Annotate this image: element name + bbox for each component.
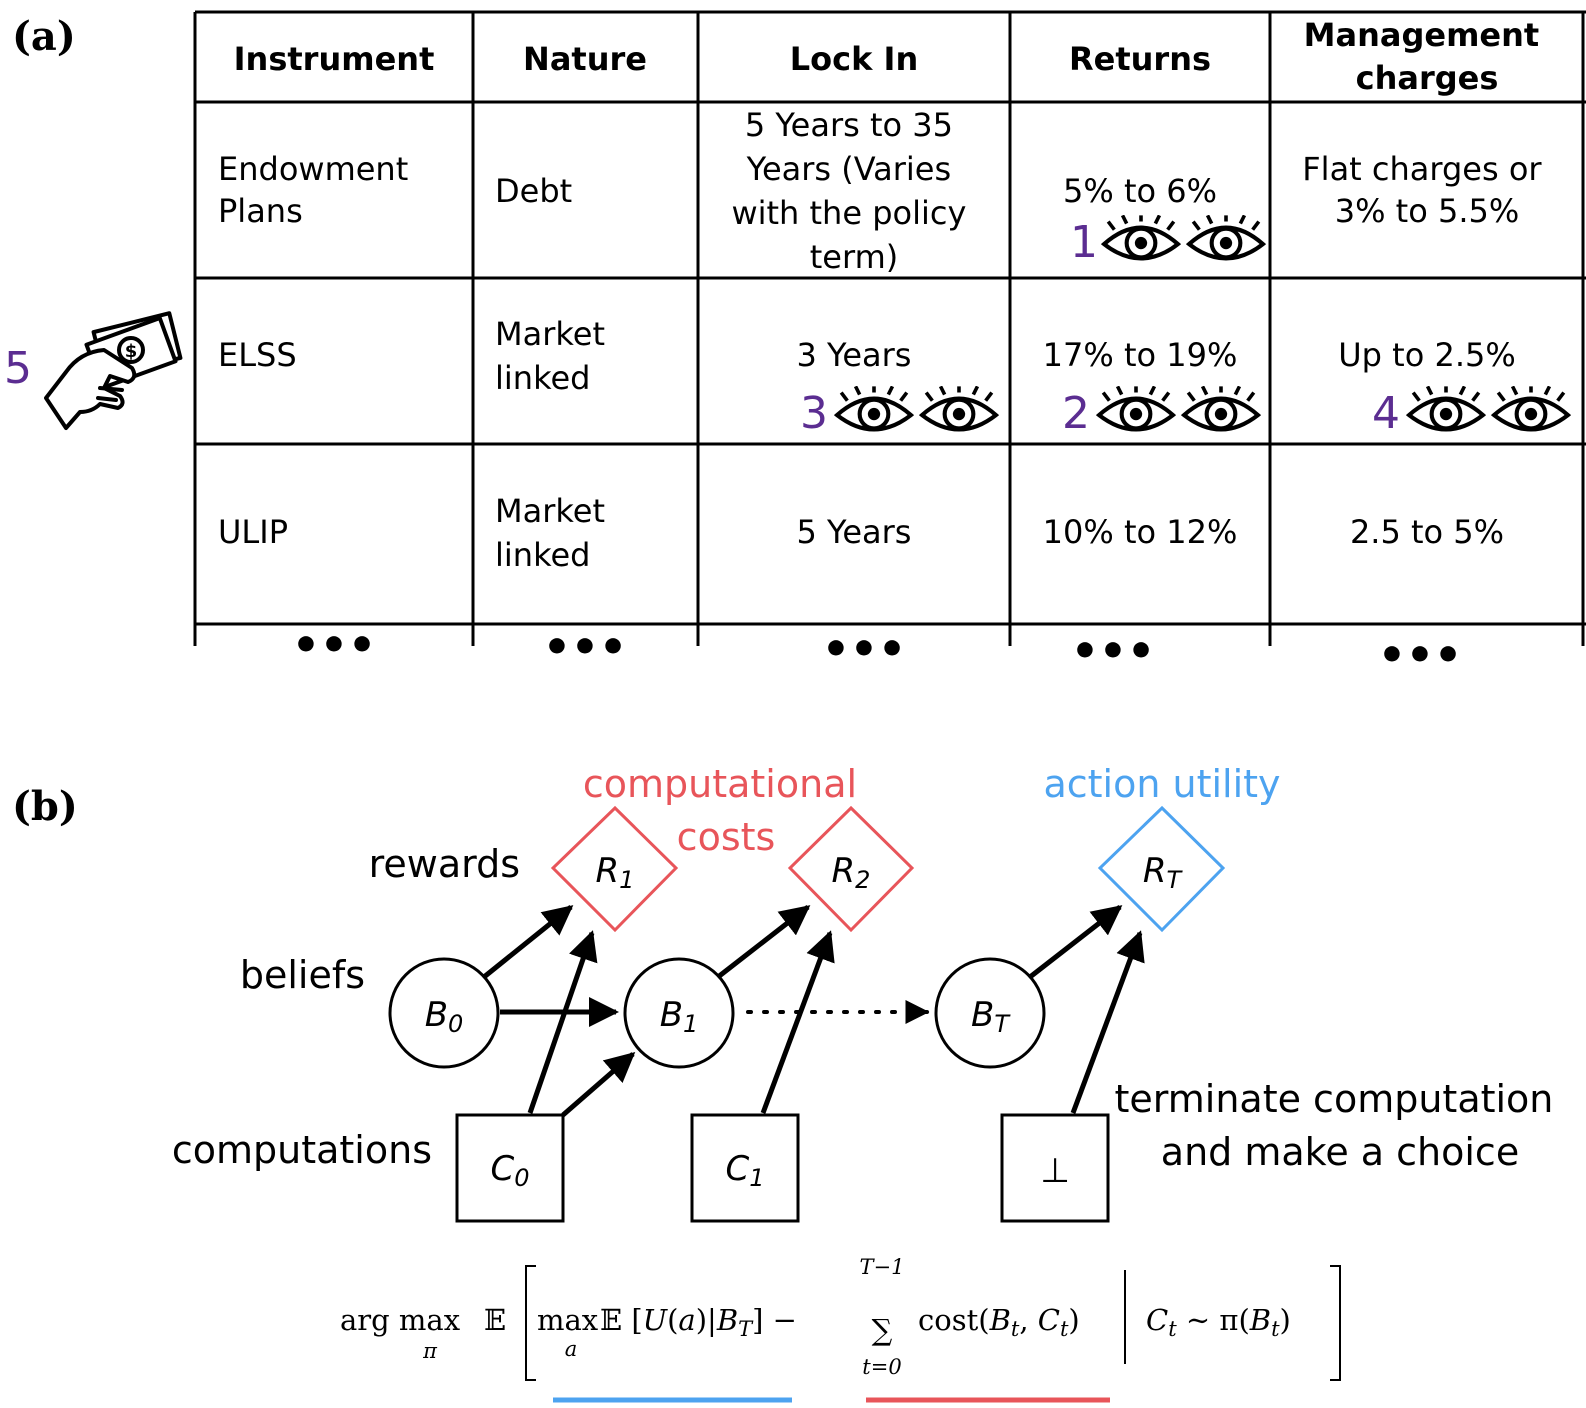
eyes-icon-1 — [1104, 215, 1263, 258]
continuation-dots-5: ••• — [1378, 630, 1462, 681]
svg-text:$: $ — [125, 341, 138, 362]
row3-returns: 10% to 12% — [1043, 513, 1238, 551]
arrow-b0-r1 — [482, 905, 574, 979]
computation-node-c0 — [455, 1113, 565, 1223]
row3-lock-in: 5 Years — [797, 513, 912, 551]
node-label-rt: RT — [1143, 851, 1184, 894]
belief-node-b0 — [388, 957, 500, 1069]
arrow-c1-r2 — [760, 930, 835, 1114]
arrow-stop-rt — [1070, 930, 1145, 1114]
hand-money-icon: $ — [44, 311, 183, 430]
formula-bracket-left — [525, 1265, 536, 1381]
formula-cost-term: cost(Bt, Ct) — [918, 1303, 1080, 1341]
terminate-label: terminate computation and make a choice — [1115, 1077, 1566, 1174]
computational-costs-label: computational costs — [583, 762, 869, 859]
arrow-c0-r1 — [527, 930, 598, 1114]
node-label-c0: C0 — [490, 1149, 529, 1192]
row2-lock-in: 3 Years — [797, 336, 912, 374]
continuation-dots-2: ••• — [543, 622, 627, 673]
belief-node-bt — [934, 957, 1046, 1069]
node-label-c1: C1 — [725, 1149, 764, 1192]
gaze-order-3: 3 — [800, 388, 828, 439]
panel-a-label: (a) — [12, 13, 76, 60]
rewards-label: rewards — [369, 842, 520, 886]
gaze-order-5: 5 — [4, 343, 32, 394]
row1-instrument: Endowment Plans — [218, 150, 408, 230]
eyes-icon-2 — [1099, 386, 1258, 429]
node-label-bt: BT — [971, 995, 1011, 1038]
continuation-dots-3: ••• — [822, 624, 906, 675]
node-label-r1: R1 — [596, 851, 635, 894]
continuation-dots-4: ••• — [1071, 626, 1155, 677]
computation-node-stop — [1000, 1113, 1110, 1223]
computation-node-c1 — [690, 1113, 800, 1223]
instrument-table — [193, 10, 1586, 646]
header-management-charges: Management charges — [1304, 16, 1551, 97]
row1-charges: Flat charges or 3% to 5.5% — [1302, 150, 1551, 230]
formula-argmax: arg max — [340, 1303, 460, 1337]
header-nature: Nature — [523, 40, 647, 78]
reward-node-r1 — [550, 805, 679, 933]
row1-nature: Debt — [495, 172, 572, 210]
gaze-order-4: 4 — [1372, 388, 1400, 439]
row3-nature: Market linked — [495, 492, 605, 574]
gaze-order-1: 1 — [1070, 217, 1098, 268]
header-lock-in: Lock In — [790, 40, 918, 78]
row2-instrument: ELSS — [218, 336, 297, 374]
formula-sum: ∑ — [872, 1313, 893, 1347]
reward-node-rt — [1097, 805, 1226, 933]
node-label-r2: R2 — [832, 851, 871, 894]
action-utility-label: action utility — [1043, 762, 1280, 806]
arrow-bt-rt — [1028, 905, 1123, 979]
row2-nature: Market linked — [495, 315, 605, 397]
continuation-dots-1: ••• — [292, 620, 376, 671]
panel-b-label: (b) — [12, 783, 78, 830]
row2-returns: 17% to 19% — [1043, 336, 1238, 374]
header-management-charges-line2: charges — [1356, 59, 1499, 97]
computations-label: computations — [172, 1128, 432, 1172]
row3-charges: 2.5 to 5% — [1350, 513, 1504, 551]
formula-sum-upper: T−1 — [860, 1255, 905, 1279]
formula-a-sub: a — [565, 1337, 578, 1361]
beliefs-label: beliefs — [240, 953, 365, 997]
formula-max: max — [537, 1303, 598, 1337]
node-label-b1: B1 — [660, 995, 699, 1038]
formula-pi-sub: π — [422, 1339, 438, 1363]
arrow-b1-r2 — [716, 905, 811, 979]
formula-expect: 𝔼 — [484, 1303, 506, 1337]
node-label-b0: B0 — [425, 995, 464, 1038]
reward-node-r2 — [787, 805, 915, 933]
header-management-charges-line1: Management — [1304, 16, 1540, 54]
gaze-order-2: 2 — [1062, 388, 1090, 439]
row3-instrument: ULIP — [218, 513, 288, 551]
eyes-icon-3 — [837, 386, 996, 429]
header-instrument: Instrument — [234, 40, 435, 78]
diagram-arrows — [482, 905, 1145, 1117]
row1-lock-in: 5 Years to 35 Years (Varies with the pol… — [731, 106, 976, 276]
header-returns: Returns — [1069, 40, 1211, 78]
row1-returns: 5% to 6% — [1063, 172, 1217, 210]
belief-node-b1 — [623, 957, 735, 1069]
arrow-c0-b1 — [561, 1052, 636, 1117]
row2-charges: Up to 2.5% — [1338, 336, 1516, 374]
formula-sum-lower: t=0 — [862, 1355, 901, 1379]
eyes-icon-4 — [1409, 386, 1568, 429]
node-label-stop: ⊥ — [1040, 1151, 1070, 1191]
objective-formula: arg max π 𝔼 max a 𝔼 [U(a)|BT] − T−1 ∑ t=… — [340, 1255, 1341, 1381]
formula-policy-term: Ct ∼ π(Bt) — [1146, 1303, 1291, 1341]
formula-utility-term: 𝔼 [U(a)|BT] − — [600, 1303, 797, 1341]
formula-bracket-right — [1330, 1265, 1341, 1381]
